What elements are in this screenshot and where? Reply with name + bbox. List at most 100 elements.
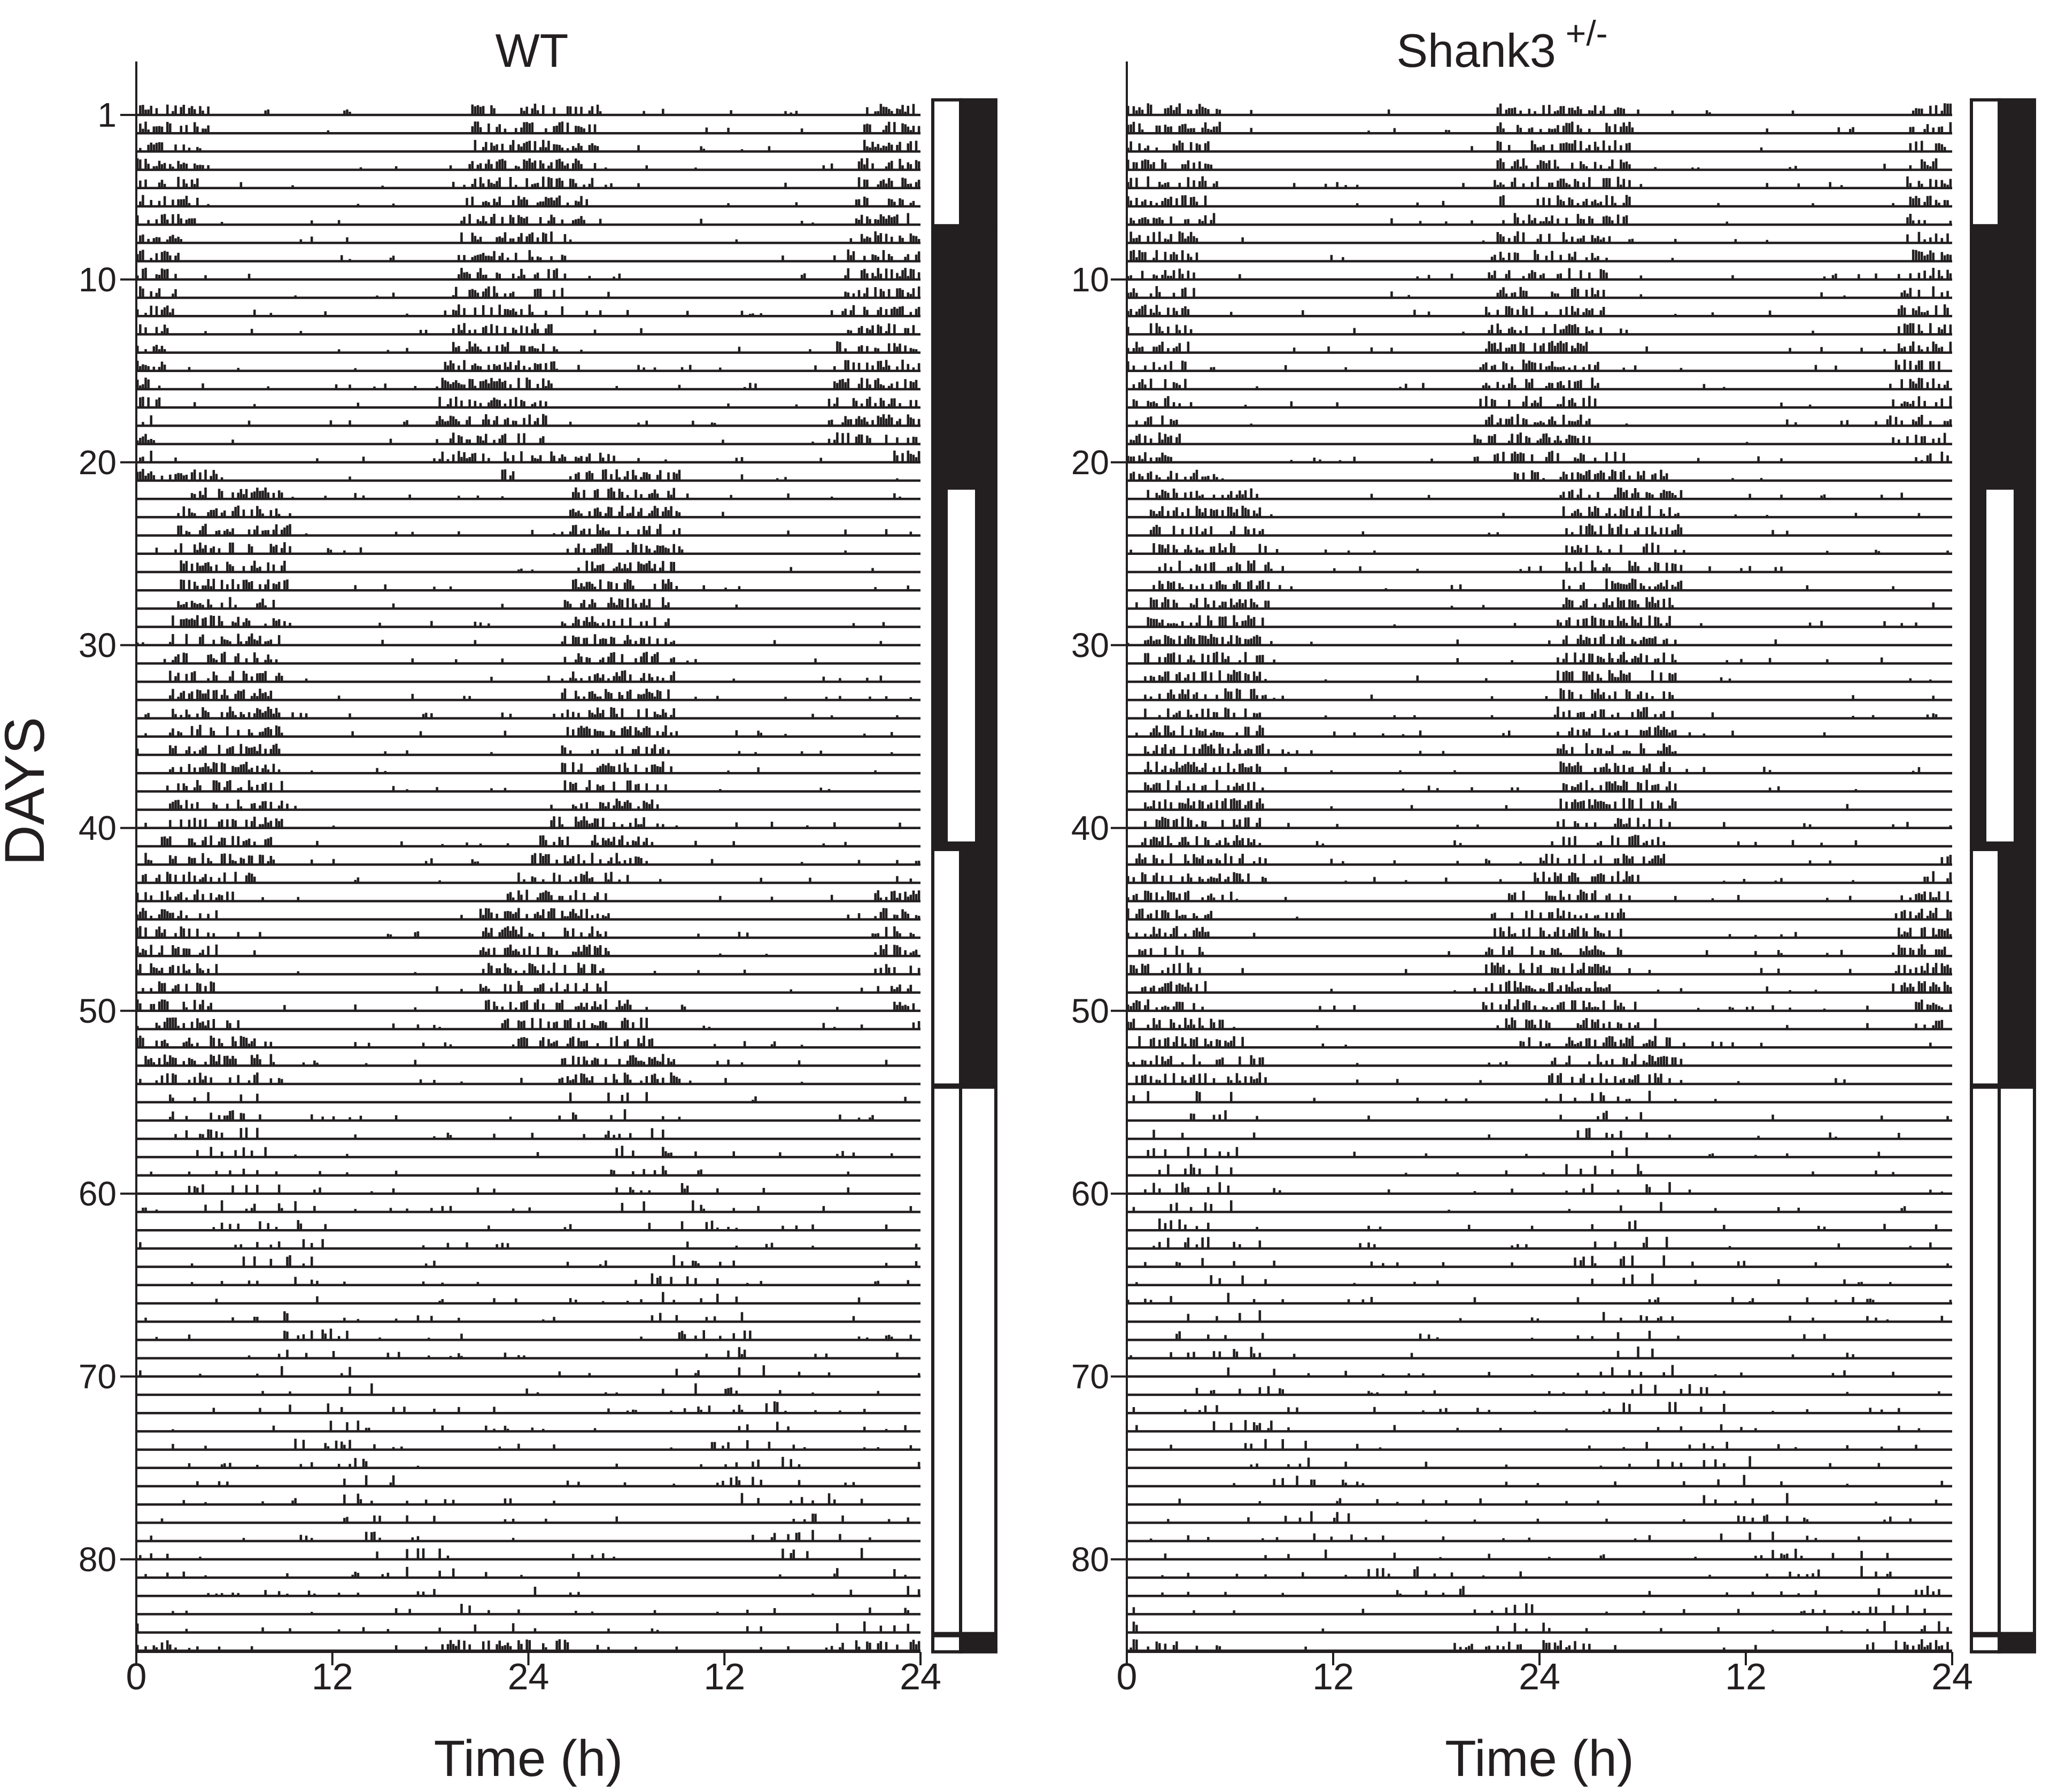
activity-bouts <box>190 1255 918 1267</box>
activity-bouts <box>1127 999 1952 1011</box>
activity-bouts <box>196 1475 855 1486</box>
activity-bouts <box>190 1273 909 1285</box>
x-tick-label: 12 <box>312 1656 353 1697</box>
activity-bouts <box>155 542 847 554</box>
activity-bouts <box>1132 1091 1717 1102</box>
x-tick-label: 24 <box>1519 1656 1560 1697</box>
activity-bouts <box>136 944 918 956</box>
activity-bouts <box>1127 1017 1944 1029</box>
activity-bouts <box>150 1165 849 1176</box>
activity-bouts <box>166 780 831 792</box>
activity-bouts <box>139 1548 863 1559</box>
activity-bouts <box>169 688 912 700</box>
activity-bouts <box>1149 1531 1860 1541</box>
activity-bouts <box>139 231 920 243</box>
activity-bouts <box>1132 1200 1906 1212</box>
y-axis-label-days: DAYS <box>0 717 56 866</box>
activity-bouts <box>144 853 920 865</box>
activity-bouts <box>139 121 920 134</box>
activity-bouts <box>1127 323 1952 335</box>
activity-bouts <box>139 323 915 335</box>
x-tick-label: 12 <box>703 1656 745 1697</box>
activity-bouts <box>1127 634 1777 645</box>
activity-bouts <box>1195 1384 1940 1395</box>
activity-bouts <box>1127 195 1949 206</box>
y-tick-label: 80 <box>79 1540 117 1579</box>
constant-light-block <box>1970 1085 2001 1635</box>
activity-bouts <box>172 615 885 627</box>
activity-bouts <box>180 578 909 591</box>
activity-bouts <box>212 1220 888 1231</box>
activity-bouts <box>1161 1566 1892 1578</box>
activity-bouts <box>139 397 918 408</box>
light-schedule-bars <box>1970 98 2036 1654</box>
light-schedule-bars <box>931 98 997 1654</box>
y-tick-label: 70 <box>1071 1357 1109 1396</box>
light-phase-block <box>931 98 962 228</box>
activity-bouts <box>1149 523 1789 536</box>
activity-bouts <box>1250 1456 1881 1468</box>
activity-bouts <box>144 1566 907 1578</box>
activity-bouts <box>247 1347 899 1358</box>
activity-bouts <box>169 670 883 682</box>
activity-bouts <box>1178 1493 1938 1505</box>
activity-bouts <box>169 1092 907 1102</box>
y-tick-label: 70 <box>79 1357 117 1396</box>
activity-bouts <box>136 633 883 645</box>
activity-bouts <box>136 1639 920 1651</box>
activity-bouts <box>1127 890 1949 901</box>
dark-phase-block <box>959 1634 997 1654</box>
actogram-panel-2: Shank3 +/- 10 20 30 40 50 60 70 80 0 12 24 12 24 Time (… <box>1071 13 2036 1787</box>
activity-bouts <box>136 1017 920 1029</box>
constant-light-block <box>931 1085 962 1635</box>
activity-bouts <box>136 377 918 389</box>
activity-bouts <box>1144 670 1932 682</box>
activity-bouts <box>1127 176 1952 188</box>
activity-bouts <box>136 304 920 316</box>
activity-bouts <box>144 1311 855 1322</box>
x-tick-label: 0 <box>126 1656 147 1697</box>
activity-bouts <box>1135 414 1952 426</box>
activity-bouts <box>1129 469 1763 481</box>
activity-bouts <box>136 158 920 170</box>
activity-bouts <box>190 487 901 499</box>
y-tick-label: 30 <box>79 626 117 665</box>
activity-bouts <box>139 450 920 462</box>
activity-bouts <box>1135 853 1952 865</box>
activity-bouts <box>1152 1237 1932 1249</box>
light-phase-block <box>931 848 962 1087</box>
activity-bouts <box>139 140 918 152</box>
activity-bouts <box>139 176 920 188</box>
activity-bouts <box>1147 487 1903 499</box>
activity-bouts <box>1161 1586 1940 1596</box>
activity-bouts <box>1152 578 1894 591</box>
activity-bouts <box>160 835 847 846</box>
activity-bouts <box>196 1146 893 1157</box>
x-tick-label: 12 <box>1312 1656 1354 1697</box>
activity-bouts <box>136 267 920 280</box>
activity-bouts <box>139 103 915 115</box>
activity-bouts <box>1144 1255 1949 1267</box>
y-tick-label: 50 <box>1071 992 1109 1030</box>
constant-dark-block <box>931 226 997 483</box>
activity-bouts <box>172 1420 907 1432</box>
activity-bouts <box>169 798 659 810</box>
subjective-day-block <box>945 486 978 845</box>
activity-bouts <box>172 1604 910 1615</box>
activity-bouts <box>150 1530 871 1541</box>
activity-bouts <box>136 249 920 261</box>
activity-bouts <box>1129 1639 1949 1651</box>
activity-bouts <box>1138 944 1946 956</box>
activity-bouts <box>177 597 738 609</box>
y-tick-label: 30 <box>1071 626 1109 665</box>
activity-bouts <box>1233 1474 1944 1486</box>
activity-bouts <box>1144 652 1883 663</box>
activity-bouts <box>1129 962 1952 975</box>
activity-bouts <box>1129 250 1952 261</box>
panel-title: WT <box>496 24 569 77</box>
activity-bouts <box>142 414 920 426</box>
activity-bouts <box>1127 1293 1952 1303</box>
activity-bouts <box>1135 1072 1846 1084</box>
activity-bouts <box>261 1383 879 1395</box>
